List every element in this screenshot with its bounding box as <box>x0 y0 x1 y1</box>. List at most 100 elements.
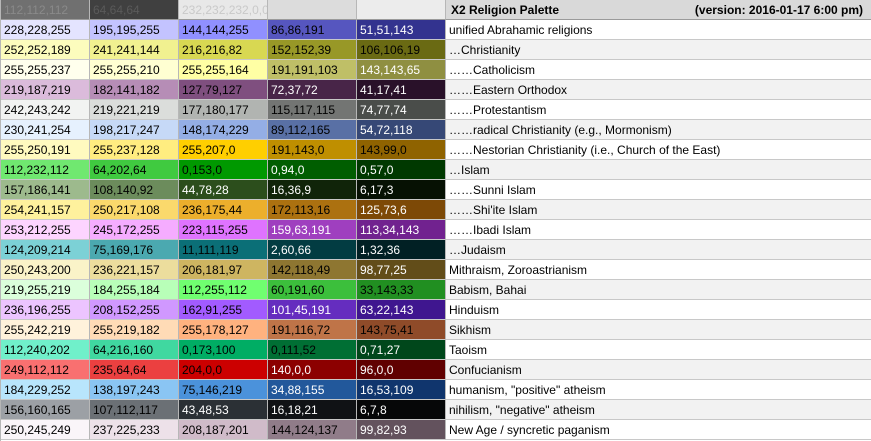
color-swatch-cell[interactable]: 182,141,182 <box>90 80 179 100</box>
color-swatch-cell[interactable]: 16,53,109 <box>357 380 446 400</box>
color-swatch-cell[interactable]: 255,250,191 <box>1 140 90 160</box>
color-swatch-cell[interactable]: 223,115,255 <box>179 220 268 240</box>
color-swatch-cell[interactable]: 219,221,219 <box>90 100 179 120</box>
color-swatch-cell[interactable]: 86,86,191 <box>268 20 357 40</box>
color-swatch-cell[interactable]: 208,152,255 <box>90 300 179 320</box>
color-swatch-cell[interactable]: 198,217,247 <box>90 120 179 140</box>
color-swatch-cell[interactable]: 255,255,210 <box>90 60 179 80</box>
color-swatch-cell[interactable]: 236,221,157 <box>90 260 179 280</box>
color-swatch-cell[interactable]: 157,186,141 <box>1 180 90 200</box>
religion-label[interactable]: ……radical Christianity (e.g., Mormonism) <box>446 120 871 140</box>
color-swatch-cell[interactable]: 138,197,243 <box>90 380 179 400</box>
color-swatch-cell[interactable]: 237,225,233 <box>90 420 179 440</box>
color-swatch-cell[interactable]: 250,245,249 <box>1 420 90 440</box>
religion-label[interactable]: ……Catholicism <box>446 60 871 80</box>
color-swatch-cell[interactable]: 255,207,0 <box>179 140 268 160</box>
color-swatch-cell[interactable]: 208,187,201 <box>179 420 268 440</box>
color-swatch-cell[interactable]: 184,229,252 <box>1 380 90 400</box>
color-swatch-cell[interactable]: 156,160,165 <box>1 400 90 420</box>
color-swatch-cell[interactable]: 75,169,176 <box>90 240 179 260</box>
color-swatch-cell[interactable]: 108,140,92 <box>90 180 179 200</box>
color-swatch-cell[interactable]: 64,202,64 <box>90 160 179 180</box>
religion-label[interactable]: ……Shi'ite Islam <box>446 200 871 220</box>
color-swatch-cell[interactable]: 219,187,219 <box>1 80 90 100</box>
color-swatch-cell[interactable]: 144,144,255 <box>179 20 268 40</box>
color-swatch-cell[interactable]: 113,34,143 <box>357 220 446 240</box>
color-swatch-cell[interactable]: 6,17,3 <box>357 180 446 200</box>
religion-label[interactable]: nihilism, "negative" atheism <box>446 400 871 420</box>
religion-label[interactable]: humanism, "positive" atheism <box>446 380 871 400</box>
color-swatch-cell[interactable]: 191,143,0 <box>268 140 357 160</box>
color-swatch-cell[interactable]: 143,143,65 <box>357 60 446 80</box>
color-swatch-cell[interactable]: 236,175,44 <box>179 200 268 220</box>
religion-label[interactable]: ……Nestorian Christianity (i.e., Church o… <box>446 140 871 160</box>
color-swatch-cell[interactable]: 255,178,127 <box>179 320 268 340</box>
color-swatch-cell[interactable]: 16,18,21 <box>268 400 357 420</box>
color-swatch-cell[interactable]: 216,216,82 <box>179 40 268 60</box>
color-swatch-cell[interactable]: 112,255,112 <box>179 280 268 300</box>
color-swatch-cell[interactable]: 101,45,191 <box>268 300 357 320</box>
color-swatch-cell[interactable]: 0,111,52 <box>268 340 357 360</box>
color-swatch-cell[interactable]: 41,17,41 <box>357 80 446 100</box>
color-swatch-cell[interactable]: 152,152,39 <box>268 40 357 60</box>
color-swatch-cell[interactable]: 253,212,255 <box>1 220 90 240</box>
header-swatch-2[interactable]: 64,64,64 <box>90 0 179 20</box>
color-swatch-cell[interactable]: 74,77,74 <box>357 100 446 120</box>
color-swatch-cell[interactable]: 204,0,0 <box>179 360 268 380</box>
color-swatch-cell[interactable]: 43,48,53 <box>179 400 268 420</box>
color-swatch-cell[interactable]: 159,63,191 <box>268 220 357 240</box>
color-swatch-cell[interactable]: 6,7,8 <box>357 400 446 420</box>
color-swatch-cell[interactable]: 255,255,237 <box>1 60 90 80</box>
religion-label[interactable]: Taoism <box>446 340 871 360</box>
color-swatch-cell[interactable]: 0,173,100 <box>179 340 268 360</box>
color-swatch-cell[interactable]: 54,72,118 <box>357 120 446 140</box>
color-swatch-cell[interactable]: 144,124,137 <box>268 420 357 440</box>
color-swatch-cell[interactable]: 228,228,255 <box>1 20 90 40</box>
color-swatch-cell[interactable]: 172,113,16 <box>268 200 357 220</box>
color-swatch-cell[interactable]: 219,255,219 <box>1 280 90 300</box>
religion-label[interactable]: Sikhism <box>446 320 871 340</box>
color-swatch-cell[interactable]: 177,180,177 <box>179 100 268 120</box>
color-swatch-cell[interactable]: 112,240,202 <box>1 340 90 360</box>
color-swatch-cell[interactable]: 162,91,255 <box>179 300 268 320</box>
color-swatch-cell[interactable]: 115,117,115 <box>268 100 357 120</box>
religion-label[interactable]: …Christianity <box>446 40 871 60</box>
color-swatch-cell[interactable]: 140,0,0 <box>268 360 357 380</box>
color-swatch-cell[interactable]: 96,0,0 <box>357 360 446 380</box>
color-swatch-cell[interactable]: 242,243,242 <box>1 100 90 120</box>
color-swatch-cell[interactable]: 0,153,0 <box>179 160 268 180</box>
religion-label[interactable]: Confucianism <box>446 360 871 380</box>
color-swatch-cell[interactable]: 51,51,143 <box>357 20 446 40</box>
color-swatch-cell[interactable]: 107,112,117 <box>90 400 179 420</box>
color-swatch-cell[interactable]: 142,118,49 <box>268 260 357 280</box>
color-swatch-cell[interactable]: 64,216,160 <box>90 340 179 360</box>
religion-label[interactable]: ……Eastern Orthodox <box>446 80 871 100</box>
color-swatch-cell[interactable]: 250,217,108 <box>90 200 179 220</box>
color-swatch-cell[interactable]: 230,241,254 <box>1 120 90 140</box>
color-swatch-cell[interactable]: 143,75,41 <box>357 320 446 340</box>
religion-label[interactable]: …Islam <box>446 160 871 180</box>
color-swatch-cell[interactable]: 33,143,33 <box>357 280 446 300</box>
religion-label[interactable]: New Age / syncretic paganism <box>446 420 871 440</box>
color-swatch-cell[interactable]: 75,146,219 <box>179 380 268 400</box>
religion-label[interactable]: unified Abrahamic religions <box>446 20 871 40</box>
color-swatch-cell[interactable]: 63,22,143 <box>357 300 446 320</box>
header-swatch-3[interactable]: 232,232,232,0,0 <box>179 0 268 20</box>
color-swatch-cell[interactable]: 250,243,200 <box>1 260 90 280</box>
color-swatch-cell[interactable]: 89,112,165 <box>268 120 357 140</box>
religion-label[interactable]: Babism, Bahai <box>446 280 871 300</box>
color-swatch-cell[interactable]: 2,60,66 <box>268 240 357 260</box>
religion-label[interactable]: ……Protestantism <box>446 100 871 120</box>
color-swatch-cell[interactable]: 252,252,189 <box>1 40 90 60</box>
color-swatch-cell[interactable]: 254,241,157 <box>1 200 90 220</box>
color-swatch-cell[interactable]: 0,94,0 <box>268 160 357 180</box>
color-swatch-cell[interactable]: 184,255,184 <box>90 280 179 300</box>
header-swatch-1[interactable]: 112,112,112 <box>1 0 90 20</box>
religion-label[interactable]: …Judaism <box>446 240 871 260</box>
color-swatch-cell[interactable]: 255,242,219 <box>1 320 90 340</box>
color-swatch-cell[interactable]: 127,79,127 <box>179 80 268 100</box>
color-swatch-cell[interactable]: 143,99,0 <box>357 140 446 160</box>
color-swatch-cell[interactable]: 249,112,112 <box>1 360 90 380</box>
color-swatch-cell[interactable]: 106,106,19 <box>357 40 446 60</box>
religion-label[interactable]: ……Sunni Islam <box>446 180 871 200</box>
